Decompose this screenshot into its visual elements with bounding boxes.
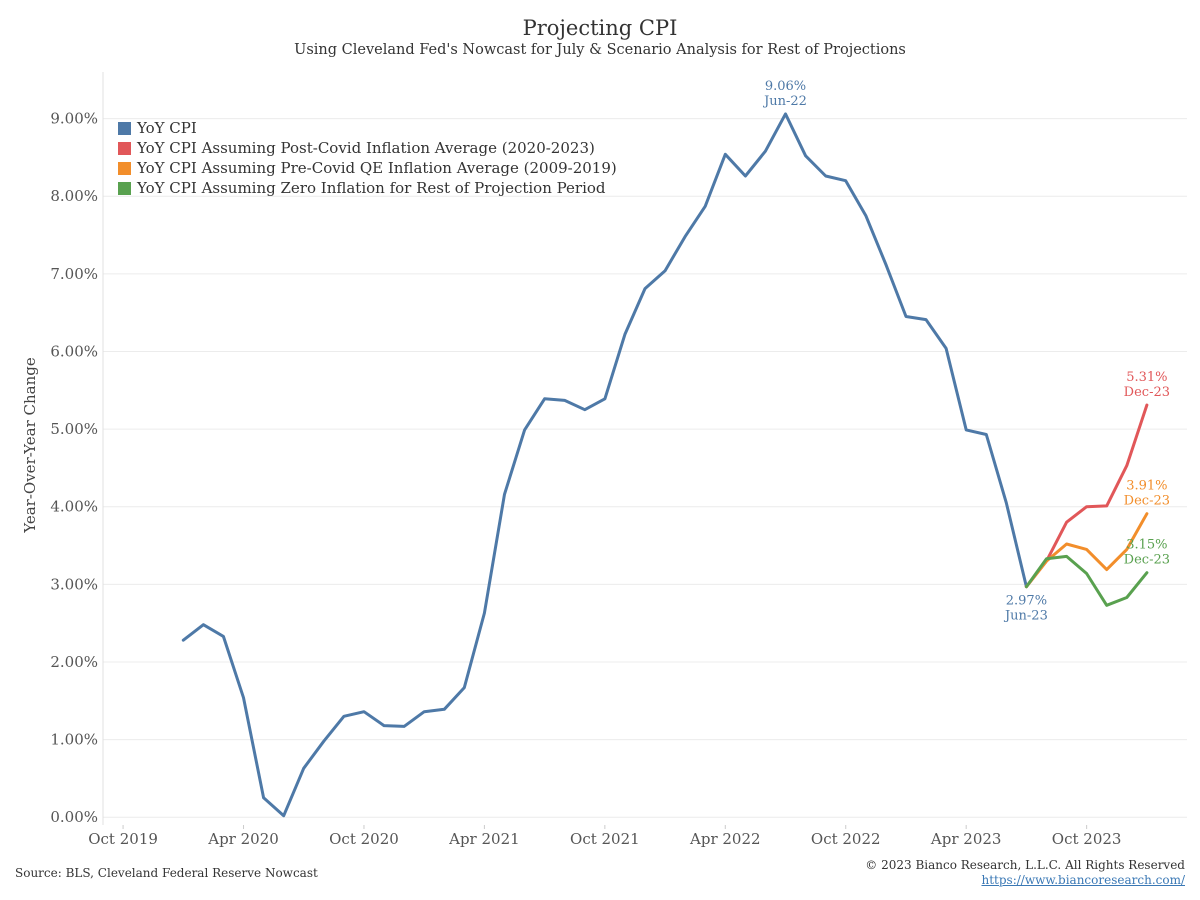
source-note: Source: BLS, Cleveland Federal Reserve N…: [15, 866, 318, 880]
legend-swatch-green: [118, 181, 131, 195]
copyright-note: © 2023 Bianco Research, L.L.C. All Right…: [865, 858, 1185, 872]
legend-label: YoY CPI Assuming Pre-Covid QE Inflation …: [137, 159, 617, 177]
bianco-research-link[interactable]: https://www.biancoresearch.com/: [981, 873, 1185, 887]
annotation-date: Dec-23: [1124, 385, 1170, 400]
x-tick-label: Oct 2021: [570, 830, 640, 848]
x-tick-label: Apr 2021: [448, 830, 520, 848]
legend-label: YoY CPI Assuming Post-Covid Inflation Av…: [137, 139, 595, 157]
legend-label: YoY CPI: [137, 119, 197, 137]
y-tick-label: 6.00%: [50, 342, 98, 360]
x-tick-label: Apr 2023: [930, 830, 1002, 848]
y-tick-label: 3.00%: [50, 575, 98, 593]
y-tick-label: 8.00%: [50, 187, 98, 205]
x-tick-label: Oct 2020: [329, 830, 399, 848]
legend-swatch-red: [118, 141, 131, 155]
annotation-date: Jun-23: [1003, 609, 1048, 624]
series-line-0: [181, 112, 1028, 818]
x-tick-label: Oct 2023: [1052, 830, 1122, 848]
y-tick-label: 1.00%: [50, 731, 98, 749]
x-tick-label: Oct 2019: [88, 830, 158, 848]
x-tick-label: Apr 2020: [207, 830, 279, 848]
annotation-value: 3.15%: [1126, 538, 1167, 553]
y-tick-label: 4.00%: [50, 498, 98, 516]
annotation-value: 5.31%: [1126, 370, 1167, 385]
legend-item-pre-covid[interactable]: YoY CPI Assuming Pre-Covid QE Inflation …: [118, 158, 617, 178]
annotation-date: Dec-23: [1124, 494, 1170, 509]
series-line-3: [1024, 554, 1149, 607]
legend-swatch-orange: [118, 161, 131, 175]
x-tick-label: Oct 2022: [811, 830, 881, 848]
x-tick-label: Apr 2022: [689, 830, 761, 848]
legend-label: YoY CPI Assuming Zero Inflation for Rest…: [137, 179, 606, 197]
annotation-date: Dec-23: [1124, 553, 1170, 568]
annotation-value: 3.91%: [1126, 479, 1167, 494]
legend-item-zero-inflation[interactable]: YoY CPI Assuming Zero Inflation for Rest…: [118, 178, 617, 198]
chart-subtitle: Using Cleveland Fed's Nowcast for July &…: [294, 42, 906, 58]
annotation-value: 9.06%: [765, 79, 806, 94]
annotation-date: Jun-22: [762, 94, 807, 109]
legend-item-post-covid[interactable]: YoY CPI Assuming Post-Covid Inflation Av…: [118, 138, 617, 158]
y-tick-label: 0.00%: [50, 808, 98, 826]
y-tick-label: 7.00%: [50, 265, 98, 283]
y-tick-label: 9.00%: [50, 110, 98, 128]
y-tick-label: 5.00%: [50, 420, 98, 438]
legend-item-yoy-cpi[interactable]: YoY CPI: [118, 118, 617, 138]
legend-swatch-blue: [118, 121, 131, 135]
legend: YoY CPI YoY CPI Assuming Post-Covid Infl…: [118, 118, 617, 198]
y-tick-label: 2.00%: [50, 653, 98, 671]
annotation-value: 2.97%: [1006, 594, 1047, 609]
chart-title: Projecting CPI: [522, 16, 678, 40]
